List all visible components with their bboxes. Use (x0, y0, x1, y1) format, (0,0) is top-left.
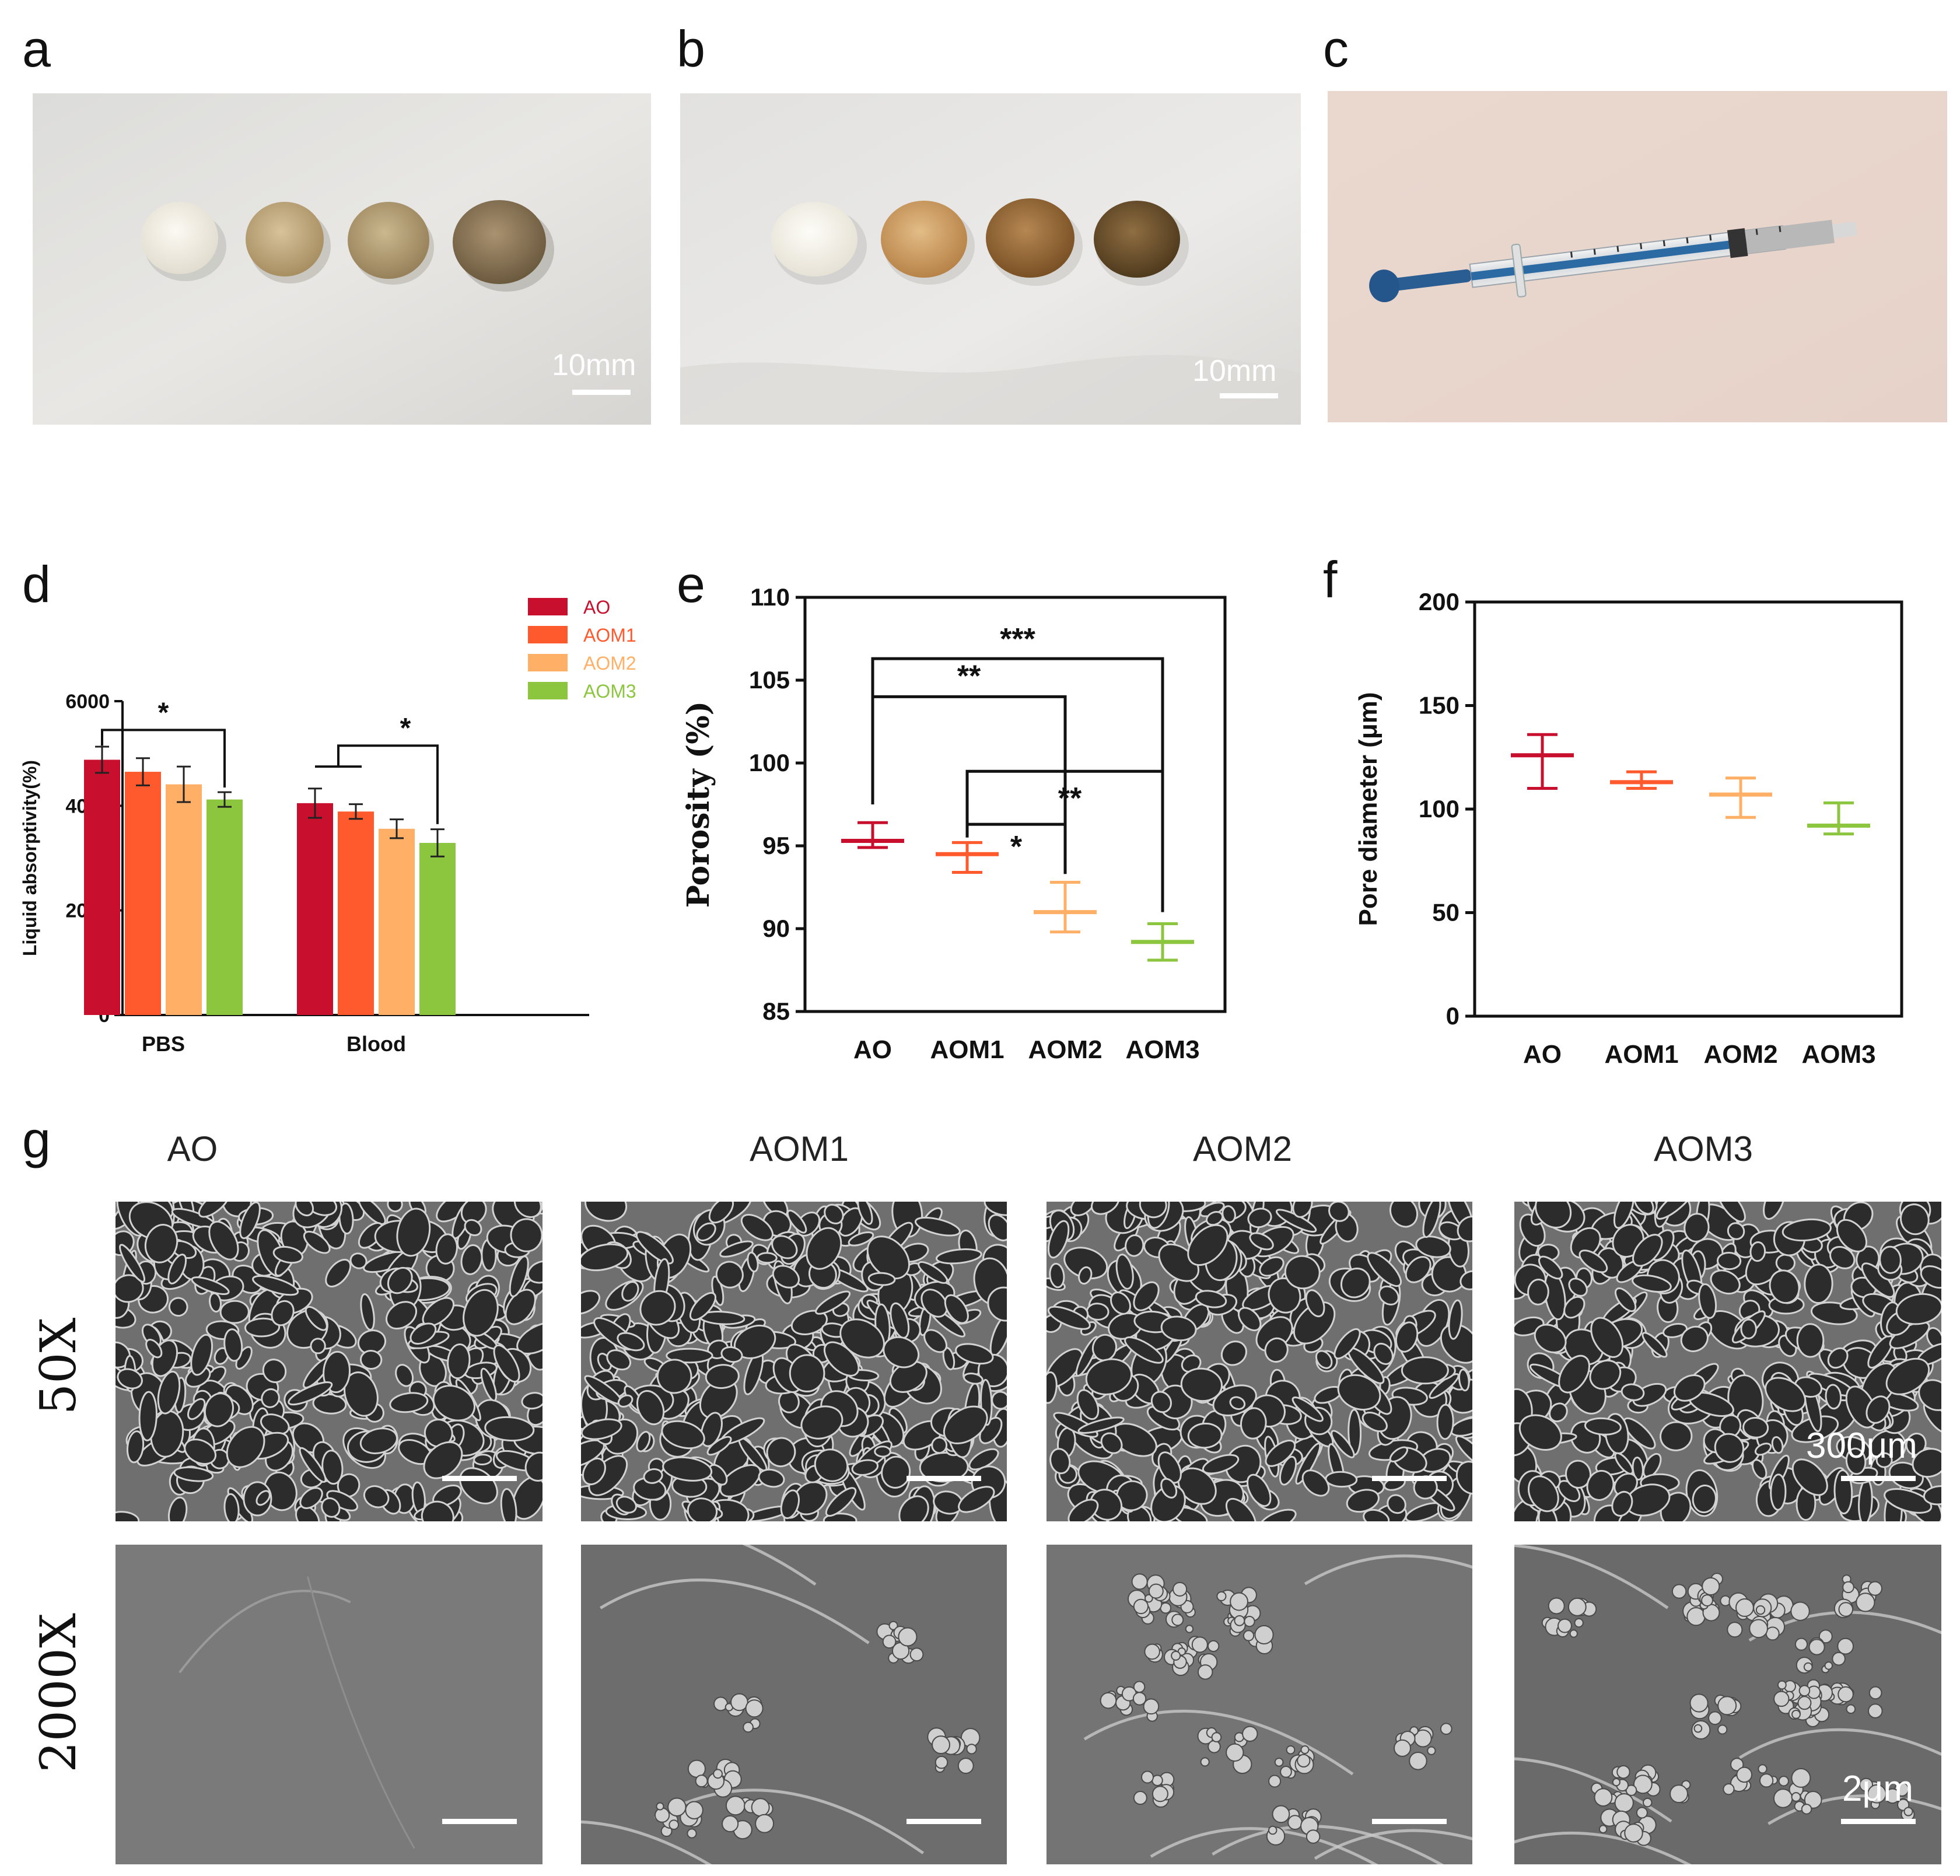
e-x-tick-label: AO (853, 1035, 892, 1064)
d-bar-aom3-blood (419, 842, 456, 1015)
d-legend-swatch-aom2 (528, 654, 568, 671)
scale-bar-a (572, 390, 631, 395)
sem-image-aom3-50x: 300μm (1514, 1202, 1941, 1521)
e-sig-label: ** (957, 659, 981, 693)
sem-image-aom2-2000x (1046, 1545, 1472, 1864)
d-x-tick-label: Blood (346, 1032, 406, 1056)
sem-scale-label-50x: 300μm (1806, 1426, 1917, 1466)
f-y-tick-label: 200 (1419, 588, 1460, 615)
sem-image-ao-2000x (116, 1545, 542, 1864)
f-x-tick-label: AO (1523, 1040, 1562, 1069)
sem-col-head-aom3: AOM3 (1653, 1129, 1754, 1168)
panel-letter-e: e (677, 555, 705, 613)
panel-letter-c: c (1323, 20, 1349, 78)
scale-bar-b (1220, 393, 1278, 398)
d-bar-aom3-pbs (206, 799, 243, 1015)
panel-letter-f: f (1323, 551, 1338, 608)
e-x-tick-label: AOM3 (1125, 1035, 1199, 1064)
chart-f: 0 50 100 150 200 Pore diameter (μm) AO AOM1 AOM2… (1354, 588, 1903, 1069)
e-sig-bracket-ao-aom3 (871, 657, 1164, 912)
sem-image-aom3-2000x: 2μm (1514, 1545, 1941, 1864)
e-sig-label: *** (1000, 622, 1035, 656)
sem-scale-bar-ao-2000x (442, 1819, 517, 1824)
d-bar-ao-blood (297, 803, 333, 1015)
e-y-tick-label: 100 (749, 749, 790, 776)
d-sig-bracket-pbs (101, 729, 226, 788)
e-x-tick-label: AOM2 (1028, 1035, 1102, 1064)
photo-panel-a: 10mm (33, 93, 651, 425)
panel-letter-b: b (677, 20, 705, 78)
sem-image-aom1-2000x (581, 1545, 1007, 1864)
photo-panel-b: 10mm (680, 93, 1301, 425)
sem-scale-bar-aom2-50x (1372, 1476, 1447, 1481)
sem-image-aom1-50x (581, 1202, 1007, 1521)
d-legend-swatch-aom1 (528, 626, 568, 643)
d-bar-aom2-blood (379, 828, 415, 1015)
e-sig-bracket-aom1-aom2 (967, 822, 1067, 863)
sem-scale-bar-aom3-2000x (1841, 1819, 1916, 1824)
e-sig-label: * (1010, 830, 1023, 864)
sem-image-aom2-50x (1046, 1202, 1472, 1521)
f-x-tick-label: AOM1 (1604, 1040, 1678, 1069)
d-bar-aom1-pbs (125, 772, 161, 1015)
e-sig-label: ** (1058, 782, 1082, 816)
e-y-tick-label: 85 (762, 998, 790, 1025)
e-y-axis-label: Porosity (%) (681, 701, 716, 908)
d-legend-label-aom1: AOM1 (583, 625, 636, 646)
d-legend-swatch-aom3 (528, 682, 568, 699)
sem-scale-bar-aom2-2000x (1372, 1819, 1447, 1824)
f-x-tick-label: AOM2 (1703, 1040, 1777, 1069)
e-y-tick-label: 105 (749, 666, 790, 694)
sem-scale-label-2000x: 2μm (1842, 1769, 1913, 1809)
sem-row-head-2000x: 2000X (30, 1613, 87, 1773)
d-bar-aom2-pbs (166, 784, 202, 1015)
d-y-axis-label: Liquid absorptivity(%) (19, 760, 40, 956)
e-x-tick-label: AOM1 (930, 1035, 1004, 1064)
sem-col-head-ao: AO (167, 1129, 218, 1168)
d-sig-label: * (400, 713, 411, 744)
e-sig-bracket-aom1-aom3 (965, 769, 1163, 838)
d-y-tick-label: 6000 (65, 691, 110, 713)
f-y-axis-label: Pore diameter (μm) (1354, 692, 1382, 926)
photo-panel-c (1328, 91, 1947, 422)
scale-label-b: 10mm (1192, 354, 1277, 388)
d-legend-label-aom2: AOM2 (583, 653, 636, 674)
chart-e: 85 90 95 100 105 110 Porosity (%) AO AOM1 AOM2 AOM… (681, 583, 1227, 1064)
sem-col-head-aom1: AOM1 (749, 1129, 849, 1168)
e-y-tick-label: 90 (762, 915, 790, 942)
sem-scale-bar-aom1-2000x (907, 1819, 981, 1824)
sem-col-head-aom2: AOM2 (1192, 1129, 1293, 1168)
d-bar-ao-pbs (84, 760, 120, 1015)
e-y-tick-label: 110 (750, 583, 790, 611)
d-sig-label: * (158, 697, 169, 728)
d-bar-aom1-blood (338, 811, 374, 1015)
sem-scale-bar-aom1-50x (907, 1476, 981, 1481)
scale-label-a: 10mm (552, 348, 636, 382)
panel-letter-a: a (22, 20, 51, 78)
f-y-tick-label: 50 (1432, 899, 1460, 926)
e-sig-bracket-ao-aom2 (873, 695, 1067, 874)
f-x-tick-label: AOM3 (1801, 1040, 1875, 1069)
e-plot-frame (803, 596, 1227, 1013)
d-legend-label-ao: AO (583, 597, 610, 618)
d-legend-swatch-ao (528, 598, 568, 615)
sem-scale-bar-ao-50x (442, 1476, 517, 1481)
f-y-tick-label: 150 (1419, 692, 1460, 719)
f-y-tick-label: 100 (1419, 795, 1460, 822)
panel-letter-g: g (22, 1111, 51, 1168)
d-x-tick-label: PBS (142, 1032, 185, 1056)
d-sig-bracket-blood (337, 744, 439, 824)
sem-scale-bar-aom3-50x (1841, 1476, 1916, 1481)
chart-d: 0200040006000Liquid absorptivity(%)PBSBl… (19, 597, 636, 1056)
e-y-tick-label: 95 (762, 832, 790, 859)
sem-row-head-50x: 50X (30, 1317, 87, 1415)
sem-image-ao-50x (116, 1202, 542, 1521)
d-legend-label-aom3: AOM3 (583, 681, 636, 702)
f-y-tick-label: 0 (1446, 1002, 1460, 1030)
panel-letter-d: d (22, 555, 51, 613)
